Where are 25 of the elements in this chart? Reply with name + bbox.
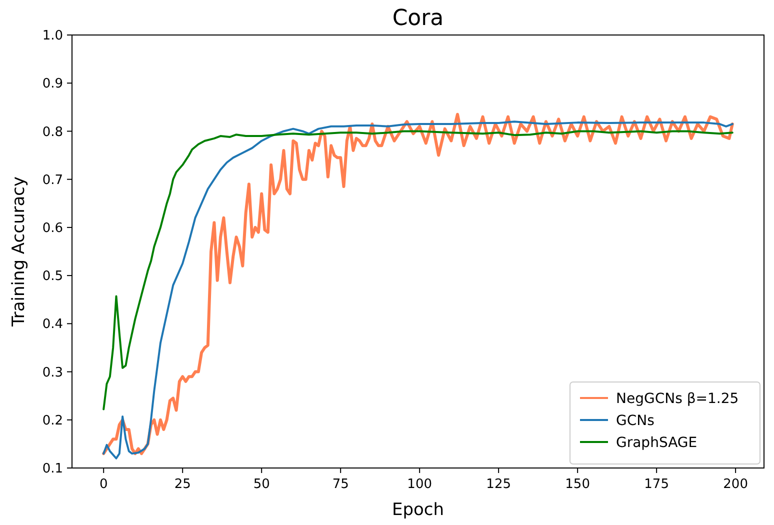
y-tick-label: 0.2 (42, 413, 63, 428)
x-tick-label: 125 (486, 477, 511, 492)
y-axis-title: Training Accuracy (9, 176, 29, 328)
legend-label: NegGCNs β=1.25 (616, 390, 739, 407)
y-tick-label: 0.6 (42, 220, 63, 236)
x-axis-title: Epoch (392, 500, 444, 520)
y-tick-label: 1.0 (42, 28, 63, 44)
y-tick-label: 0.5 (42, 269, 63, 284)
x-tick-label: 175 (644, 477, 669, 492)
x-tick-label: 0 (99, 477, 108, 492)
x-tick-label: 150 (565, 477, 590, 492)
y-tick-label: 0.7 (42, 172, 63, 188)
y-tick-label: 0.8 (42, 124, 63, 140)
y-tick-label: 0.4 (42, 317, 63, 332)
x-tick-label: 200 (723, 477, 748, 492)
x-tick-label: 75 (332, 477, 349, 492)
y-tick-label: 0.9 (42, 76, 63, 92)
legend-label: GCNs (616, 412, 654, 429)
y-tick-label: 0.3 (42, 365, 63, 380)
x-tick-label: 100 (407, 477, 432, 492)
legend-label: GraphSAGE (616, 434, 698, 451)
chart-title: Cora (392, 6, 444, 31)
x-tick-label: 50 (253, 477, 270, 492)
x-tick-label: 25 (174, 477, 191, 492)
y-tick-label: 0.1 (42, 462, 63, 477)
